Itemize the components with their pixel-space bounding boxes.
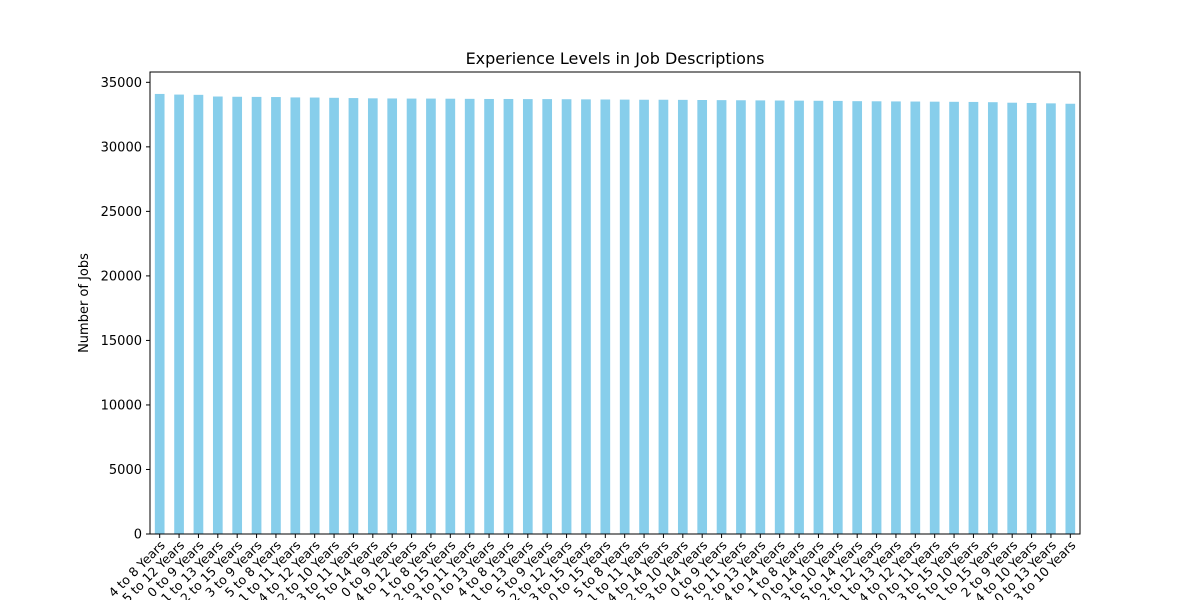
bar: [581, 99, 591, 535]
y-tick-label: 20000: [101, 269, 142, 284]
bar: [600, 99, 611, 535]
bar: [1065, 103, 1076, 534]
bar: [910, 101, 921, 535]
bar: [736, 100, 746, 534]
bar: [193, 94, 204, 534]
bar: [503, 98, 514, 534]
bar: [929, 101, 940, 535]
bar: [561, 99, 572, 534]
bar: [290, 97, 301, 535]
bar: [329, 97, 339, 534]
bar: [387, 98, 398, 535]
y-tick-label: 0: [134, 528, 142, 543]
bar: [174, 94, 184, 534]
bar: [271, 97, 281, 534]
bar: [871, 101, 882, 534]
bar: [949, 101, 959, 534]
y-tick-label: 35000: [101, 76, 142, 91]
bar: [251, 96, 262, 534]
bar: [794, 100, 804, 535]
plot-frame: [149, 71, 1081, 535]
bar: [968, 101, 979, 534]
bar: [697, 100, 708, 534]
chart-title: Experience Levels in Job Descriptions: [466, 49, 765, 68]
bar: [774, 100, 785, 535]
bar: [542, 99, 553, 534]
y-tick-label: 10000: [101, 398, 142, 413]
bar: [232, 96, 243, 534]
bar: [154, 93, 165, 534]
y-axis: 0 5000 10000 15000 20000 25000 30000 35000: [101, 76, 150, 543]
y-tick-label: 5000: [109, 463, 142, 478]
bar: [309, 97, 320, 535]
bars-group: [154, 93, 1076, 535]
bar: [832, 100, 843, 534]
bar: [212, 96, 223, 535]
bar: [484, 98, 494, 534]
bar: [1026, 102, 1037, 534]
y-tick-label: 30000: [101, 140, 142, 155]
bar: [891, 101, 901, 535]
bar: [1007, 102, 1018, 535]
bar: [367, 98, 378, 534]
bar: [658, 99, 669, 534]
bar: [426, 98, 436, 534]
bar: [522, 99, 533, 534]
bar: [677, 99, 688, 535]
bar: [813, 100, 824, 534]
bar: [619, 99, 630, 535]
y-tick-label: 15000: [101, 334, 142, 349]
bar: [348, 98, 359, 534]
bar: [716, 100, 727, 534]
bar: [755, 100, 766, 534]
bar: [464, 98, 475, 534]
y-axis-label: Number of Jobs: [77, 253, 92, 353]
y-tick-label: 25000: [101, 205, 142, 220]
bar: [639, 99, 649, 534]
bar: [852, 101, 863, 535]
bar: [987, 102, 998, 534]
bar: [406, 98, 417, 534]
bar: [445, 98, 456, 535]
bar: [1046, 103, 1056, 535]
